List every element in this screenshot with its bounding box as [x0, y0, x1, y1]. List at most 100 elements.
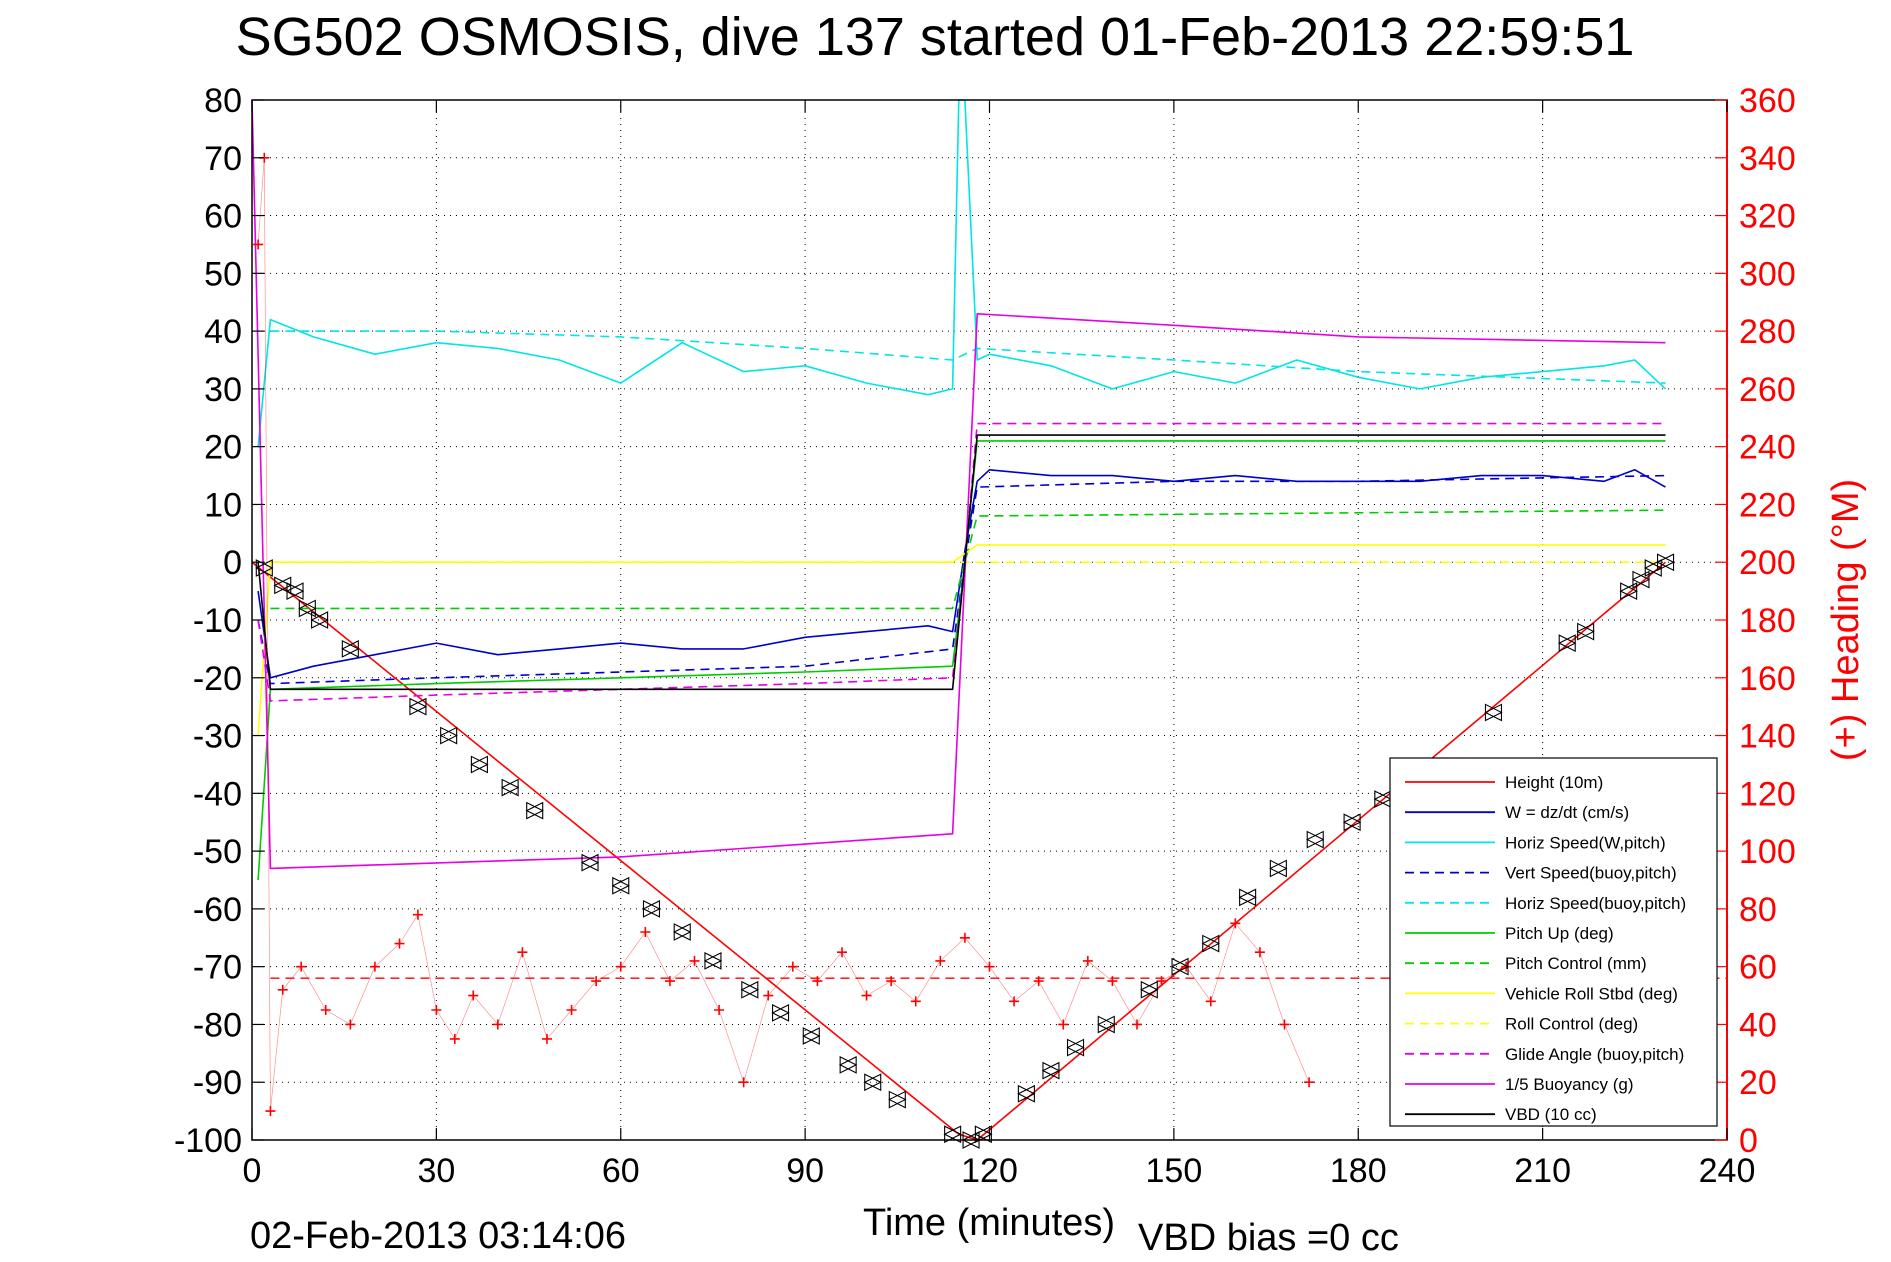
heading-point [1205, 996, 1216, 1007]
vbd-marker [1097, 1015, 1116, 1034]
y-right-tick-label: 40 [1739, 1006, 1777, 1044]
legend-label-0: Height (10m) [1505, 773, 1603, 792]
vbd-marker [470, 755, 489, 774]
heading-point [345, 1019, 356, 1030]
vbd-marker [943, 1125, 962, 1144]
heading-point [959, 932, 970, 943]
legend-label-3: Vert Speed(buoy,pitch) [1505, 864, 1677, 883]
heading-point [640, 927, 651, 937]
vbd-marker [672, 923, 692, 941]
x-tick-label: 0 [243, 1152, 262, 1190]
vbd-marker [408, 697, 428, 716]
heading-point [935, 955, 946, 966]
y-right-axis-label: (+) Heading (°M) [1825, 479, 1867, 761]
vbd-marker [298, 599, 317, 618]
y-right-tick-label: 220 [1739, 486, 1796, 524]
heading-point [253, 239, 264, 250]
vbd-marker [1656, 553, 1675, 572]
vbd-marker [1484, 703, 1503, 722]
chart-title: SG502 OSMOSIS, dive 137 started 01-Feb-2… [236, 7, 1635, 67]
vbd-marker [341, 639, 360, 658]
vbd-marker [771, 1004, 790, 1022]
y-tick-label: -60 [193, 891, 242, 929]
heading-point [1181, 961, 1192, 972]
y-tick-label: -50 [193, 833, 242, 871]
vbd-marker [1041, 1061, 1061, 1080]
y-right-ticks: 3603403203002802602402202001801601401201… [1715, 82, 1796, 1160]
heading-point [689, 955, 700, 966]
y-tick-label: 40 [204, 313, 242, 351]
series-line-5 [257, 440, 1666, 881]
heading-point [277, 984, 288, 995]
y-tick-label: -100 [174, 1122, 242, 1160]
heading-point [1304, 1077, 1315, 1088]
y-right-tick-label: 20 [1739, 1064, 1777, 1102]
vbd-marker [255, 559, 274, 577]
x-tick-label: 30 [417, 1152, 455, 1190]
vbd-marker [310, 611, 329, 629]
y-right-tick-label: 340 [1739, 140, 1796, 178]
y-tick-label: 10 [204, 486, 242, 524]
series-line-3 [257, 474, 1666, 685]
series-line-4 [270, 330, 1666, 384]
heading-point [738, 1077, 749, 1088]
vbd-marker [1631, 570, 1651, 589]
heading-point [787, 961, 798, 972]
heading-point [664, 976, 675, 987]
vbd-marker [1269, 859, 1288, 878]
y-tick-label: 70 [204, 140, 242, 178]
heading-point [984, 961, 995, 972]
y-tick-label: -70 [193, 949, 242, 987]
y-right-tick-label: 240 [1739, 429, 1796, 467]
series-line-1 [257, 468, 1666, 679]
vbd-marker [838, 1056, 858, 1074]
x-tick-label: 90 [786, 1152, 824, 1190]
heading-point [1082, 955, 1093, 966]
vbd-marker [1201, 934, 1220, 953]
y-right-tick-label: 100 [1739, 833, 1796, 871]
y-tick-label: 50 [204, 255, 242, 293]
legend-label-5: Pitch Up (deg) [1505, 924, 1614, 943]
vbd-marker [1557, 634, 1577, 653]
heading-point [910, 996, 921, 1007]
heading-point [369, 961, 380, 972]
vbd-marker [740, 980, 760, 999]
heading-point [517, 947, 528, 958]
legend-label-10: 1/5 Buoyancy (g) [1505, 1075, 1634, 1094]
x-tick-label: 120 [961, 1152, 1018, 1190]
vbd-marker [888, 1090, 907, 1109]
legend-label-2: Horiz Speed(W,pitch) [1505, 833, 1666, 852]
y-tick-label: 30 [204, 371, 242, 409]
heading-point [449, 1033, 460, 1044]
vbd-marker [642, 899, 661, 918]
legend-label-4: Horiz Speed(buoy,pitch) [1505, 894, 1686, 913]
vbd-marker [439, 726, 458, 745]
legend-box [1389, 757, 1718, 1127]
x-tick-label: 240 [1699, 1152, 1756, 1190]
y-tick-label: -90 [193, 1064, 242, 1102]
markers-layer [255, 553, 1675, 1149]
vbd-marker [1619, 582, 1638, 601]
vbd-marker [580, 853, 600, 872]
vbd-marker [611, 876, 630, 895]
x-ticks: 0 30 60 90 120 150 180 210 240 [243, 100, 1756, 1190]
y-right-tick-label: 60 [1739, 949, 1777, 987]
heading-point [566, 1005, 577, 1015]
y-tick-label: -20 [193, 660, 242, 698]
heading-point [1254, 947, 1265, 958]
footer-vbd-bias: VBD bias =0 cc [1138, 1217, 1399, 1259]
legend-label-9: Glide Angle (buoy,pitch) [1505, 1045, 1684, 1064]
x-axis-label: Time (minutes) [863, 1202, 1115, 1244]
legend-label-1: W = dz/dt (cm/s) [1505, 803, 1629, 822]
legend: Height (10m) W = dz/dt (cm/s) Horiz Speed(… [1389, 757, 1718, 1127]
y-tick-label: 80 [204, 82, 242, 120]
vbd-marker [863, 1073, 882, 1092]
y-right-tick-label: 360 [1739, 82, 1796, 120]
vbd-marker [703, 951, 723, 970]
legend-label-8: Roll Control (deg) [1505, 1015, 1638, 1034]
heading-point [861, 990, 872, 1001]
heading-layer [253, 152, 1727, 1117]
y-tick-label: -40 [193, 775, 242, 813]
y-tick-label: 0 [223, 544, 242, 582]
